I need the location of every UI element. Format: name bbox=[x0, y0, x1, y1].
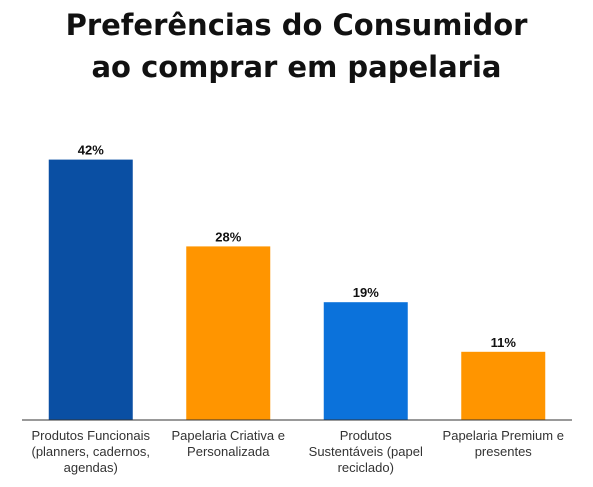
bar-value-label-3: 19% bbox=[353, 285, 379, 300]
chart-title-line-2: ao comprar em papelaria bbox=[91, 50, 502, 84]
category-label-line: Produtos bbox=[340, 428, 393, 443]
bars-layer bbox=[48, 159, 546, 420]
category-label-3: Produtos Sustentáveis (papel reciclado) bbox=[309, 428, 423, 475]
bar-value-label-2: 28% bbox=[215, 229, 241, 244]
labels-layer: 42% Produtos Funcionais (planners, caderno… bbox=[31, 143, 563, 475]
category-label-line: Produtos Funcionais bbox=[31, 428, 150, 443]
bar-2 bbox=[186, 246, 271, 420]
category-label-line: Sustentáveis (papel bbox=[309, 444, 423, 459]
category-label-line: (planners, cadernos, bbox=[31, 444, 150, 459]
chart-title: Preferências do Consumidor ao comprar em… bbox=[0, 4, 593, 88]
category-label-1: Produtos Funcionais (planners, cadernos, a… bbox=[31, 428, 150, 475]
bar-1 bbox=[48, 159, 133, 420]
category-label-line: Papelaria Premium e bbox=[443, 428, 564, 443]
category-label-4: Papelaria Premium e presentes bbox=[443, 428, 564, 459]
category-label-line: Papelaria Criativa e bbox=[172, 428, 285, 443]
category-label-line: Personalizada bbox=[187, 444, 270, 459]
category-label-2: Papelaria Criativa e Personalizada bbox=[172, 428, 285, 459]
category-label-line: presentes bbox=[475, 444, 533, 459]
bar-value-label-4: 11% bbox=[491, 335, 517, 350]
bar-value-label-1: 42% bbox=[78, 143, 104, 158]
category-label-line: agendas) bbox=[64, 460, 118, 475]
chart-title-line-1: Preferências do Consumidor bbox=[65, 8, 528, 42]
category-label-line: reciclado) bbox=[338, 460, 394, 475]
bar-3 bbox=[323, 302, 408, 420]
bar-4 bbox=[461, 351, 546, 420]
